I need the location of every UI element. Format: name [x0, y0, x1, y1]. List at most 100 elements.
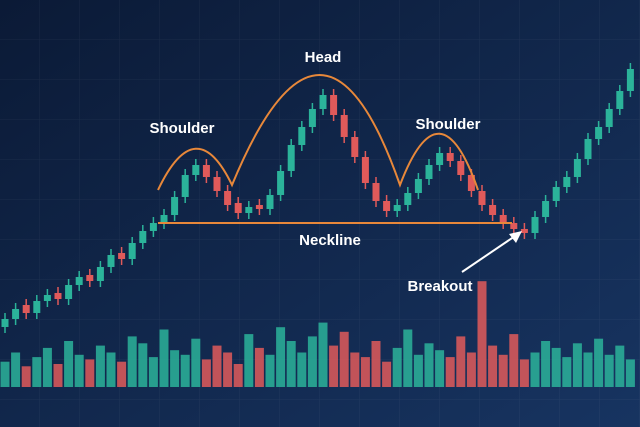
- volume-bar: [604, 354, 614, 387]
- volume-bar: [572, 343, 582, 387]
- volume-bar: [21, 366, 31, 387]
- volume-bar: [413, 354, 423, 387]
- candle-body: [467, 175, 475, 191]
- volume-bar: [339, 331, 349, 387]
- volume-bar: [170, 350, 180, 387]
- volume-bar: [201, 359, 211, 387]
- breakout-label: Breakout: [407, 278, 472, 295]
- volume-bar: [519, 359, 529, 387]
- neckline-label: Neckline: [299, 232, 361, 249]
- volume-bar: [424, 343, 434, 387]
- candle-body: [552, 187, 560, 201]
- candle-body: [181, 175, 189, 197]
- candle-body: [425, 165, 433, 179]
- arrow-head: [509, 231, 522, 243]
- candle-body: [192, 165, 200, 175]
- candle-body: [234, 203, 242, 213]
- volume-bar: [53, 364, 63, 387]
- candle-body: [160, 215, 168, 223]
- volume-bar: [159, 329, 169, 387]
- volume-bar: [223, 352, 233, 387]
- candle-body: [1, 319, 9, 327]
- candle-body: [531, 217, 539, 233]
- candle-body: [520, 229, 528, 233]
- volume-bar: [583, 352, 593, 387]
- volume-bar: [276, 327, 286, 387]
- volume-bar: [85, 359, 95, 387]
- candle-body: [595, 127, 603, 139]
- candle-body: [171, 197, 179, 215]
- volume-bar: [254, 347, 264, 387]
- volume-bar: [32, 357, 42, 387]
- volume-bar: [435, 350, 445, 387]
- volume-bar: [594, 338, 604, 387]
- candle-body: [436, 153, 444, 165]
- candle-body: [351, 137, 359, 157]
- volume-bar: [297, 352, 307, 387]
- volume-bar: [95, 345, 105, 387]
- candle-body: [361, 157, 369, 183]
- candle-body: [340, 115, 348, 137]
- volume-bar: [11, 352, 21, 387]
- shoulder-label: Shoulder: [415, 116, 480, 133]
- volume-bar: [329, 345, 339, 387]
- volume-bar: [180, 354, 190, 387]
- candle-body: [149, 223, 157, 231]
- candle-body: [54, 293, 62, 299]
- volume-bar: [477, 281, 487, 387]
- shoulder-label: Shoulder: [149, 120, 214, 137]
- candle-body: [457, 161, 465, 175]
- volume-bar: [541, 341, 551, 387]
- volume-bar: [138, 343, 148, 387]
- candle-body: [414, 179, 422, 193]
- candle-body: [107, 255, 115, 267]
- candle-body: [489, 205, 497, 215]
- candle-body: [605, 109, 613, 127]
- candle-body: [12, 309, 20, 319]
- candle-body: [573, 159, 581, 177]
- volume-bar: [562, 357, 572, 387]
- volume-bar: [117, 361, 127, 387]
- volume-bar: [615, 345, 625, 387]
- head-label: Head: [305, 49, 342, 66]
- candle-body: [626, 69, 634, 91]
- volume-bar: [382, 361, 392, 387]
- candle-body: [277, 171, 285, 195]
- candle-body: [96, 267, 104, 281]
- candle-body: [255, 205, 263, 209]
- volume-bar: [318, 322, 328, 387]
- candle-body: [499, 215, 507, 223]
- candle-body: [372, 183, 380, 201]
- volume-bar: [106, 352, 116, 387]
- candle-body: [22, 305, 30, 313]
- volume-bar: [350, 352, 360, 387]
- volume-bar: [42, 347, 52, 387]
- candle-body: [330, 95, 338, 115]
- volume-bar: [509, 334, 519, 387]
- volume-bar: [148, 357, 158, 387]
- volume-bar: [74, 354, 84, 387]
- candle-body: [65, 285, 73, 299]
- arrow: [461, 233, 519, 273]
- volume-bar: [0, 361, 10, 387]
- candle-body: [616, 91, 624, 109]
- candle-body: [542, 201, 550, 217]
- candle-body: [287, 145, 295, 171]
- volume-bar: [488, 345, 498, 387]
- candle-body: [266, 195, 274, 209]
- volume-bar: [191, 338, 201, 387]
- candle-body: [478, 191, 486, 205]
- volume-bar: [456, 336, 466, 387]
- pattern-curve: [157, 74, 479, 191]
- candle-body: [563, 177, 571, 187]
- volume-bar: [127, 336, 137, 387]
- volume-bar: [466, 352, 476, 387]
- volume-bar: [286, 341, 296, 387]
- candle-body: [43, 295, 51, 301]
- candle-body: [245, 207, 253, 213]
- volume-bar: [551, 347, 561, 387]
- candle-body: [213, 177, 221, 191]
- candle-body: [86, 275, 94, 281]
- volume-bar: [64, 341, 74, 387]
